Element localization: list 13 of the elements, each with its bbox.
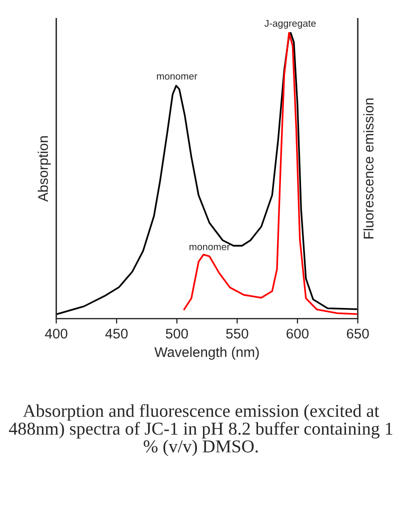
x-tick-label: 450 <box>105 328 128 339</box>
x-tick-label: 400 <box>45 328 68 339</box>
x-tick-label: 500 <box>166 328 188 339</box>
x-tick-label: 550 <box>226 328 248 339</box>
y-axis-title: Absorption <box>38 136 51 202</box>
y2-axis-title: Fluorescence emission <box>363 98 374 238</box>
x-tick-label: 650 <box>346 328 369 339</box>
annotation: J-aggregate <box>264 20 316 29</box>
text: Absorption and fluorescence emission (excited at 488nm) spectra of JC-1 in pH 8.2 buffer containing 1 % (v/v) DMSO. <box>8 404 392 456</box>
annotation: monomer <box>156 74 198 80</box>
annotation: monomer <box>190 244 230 250</box>
x-axis-title: Wavelength (nm) <box>154 346 259 360</box>
x-tick-label: 600 <box>286 328 309 339</box>
